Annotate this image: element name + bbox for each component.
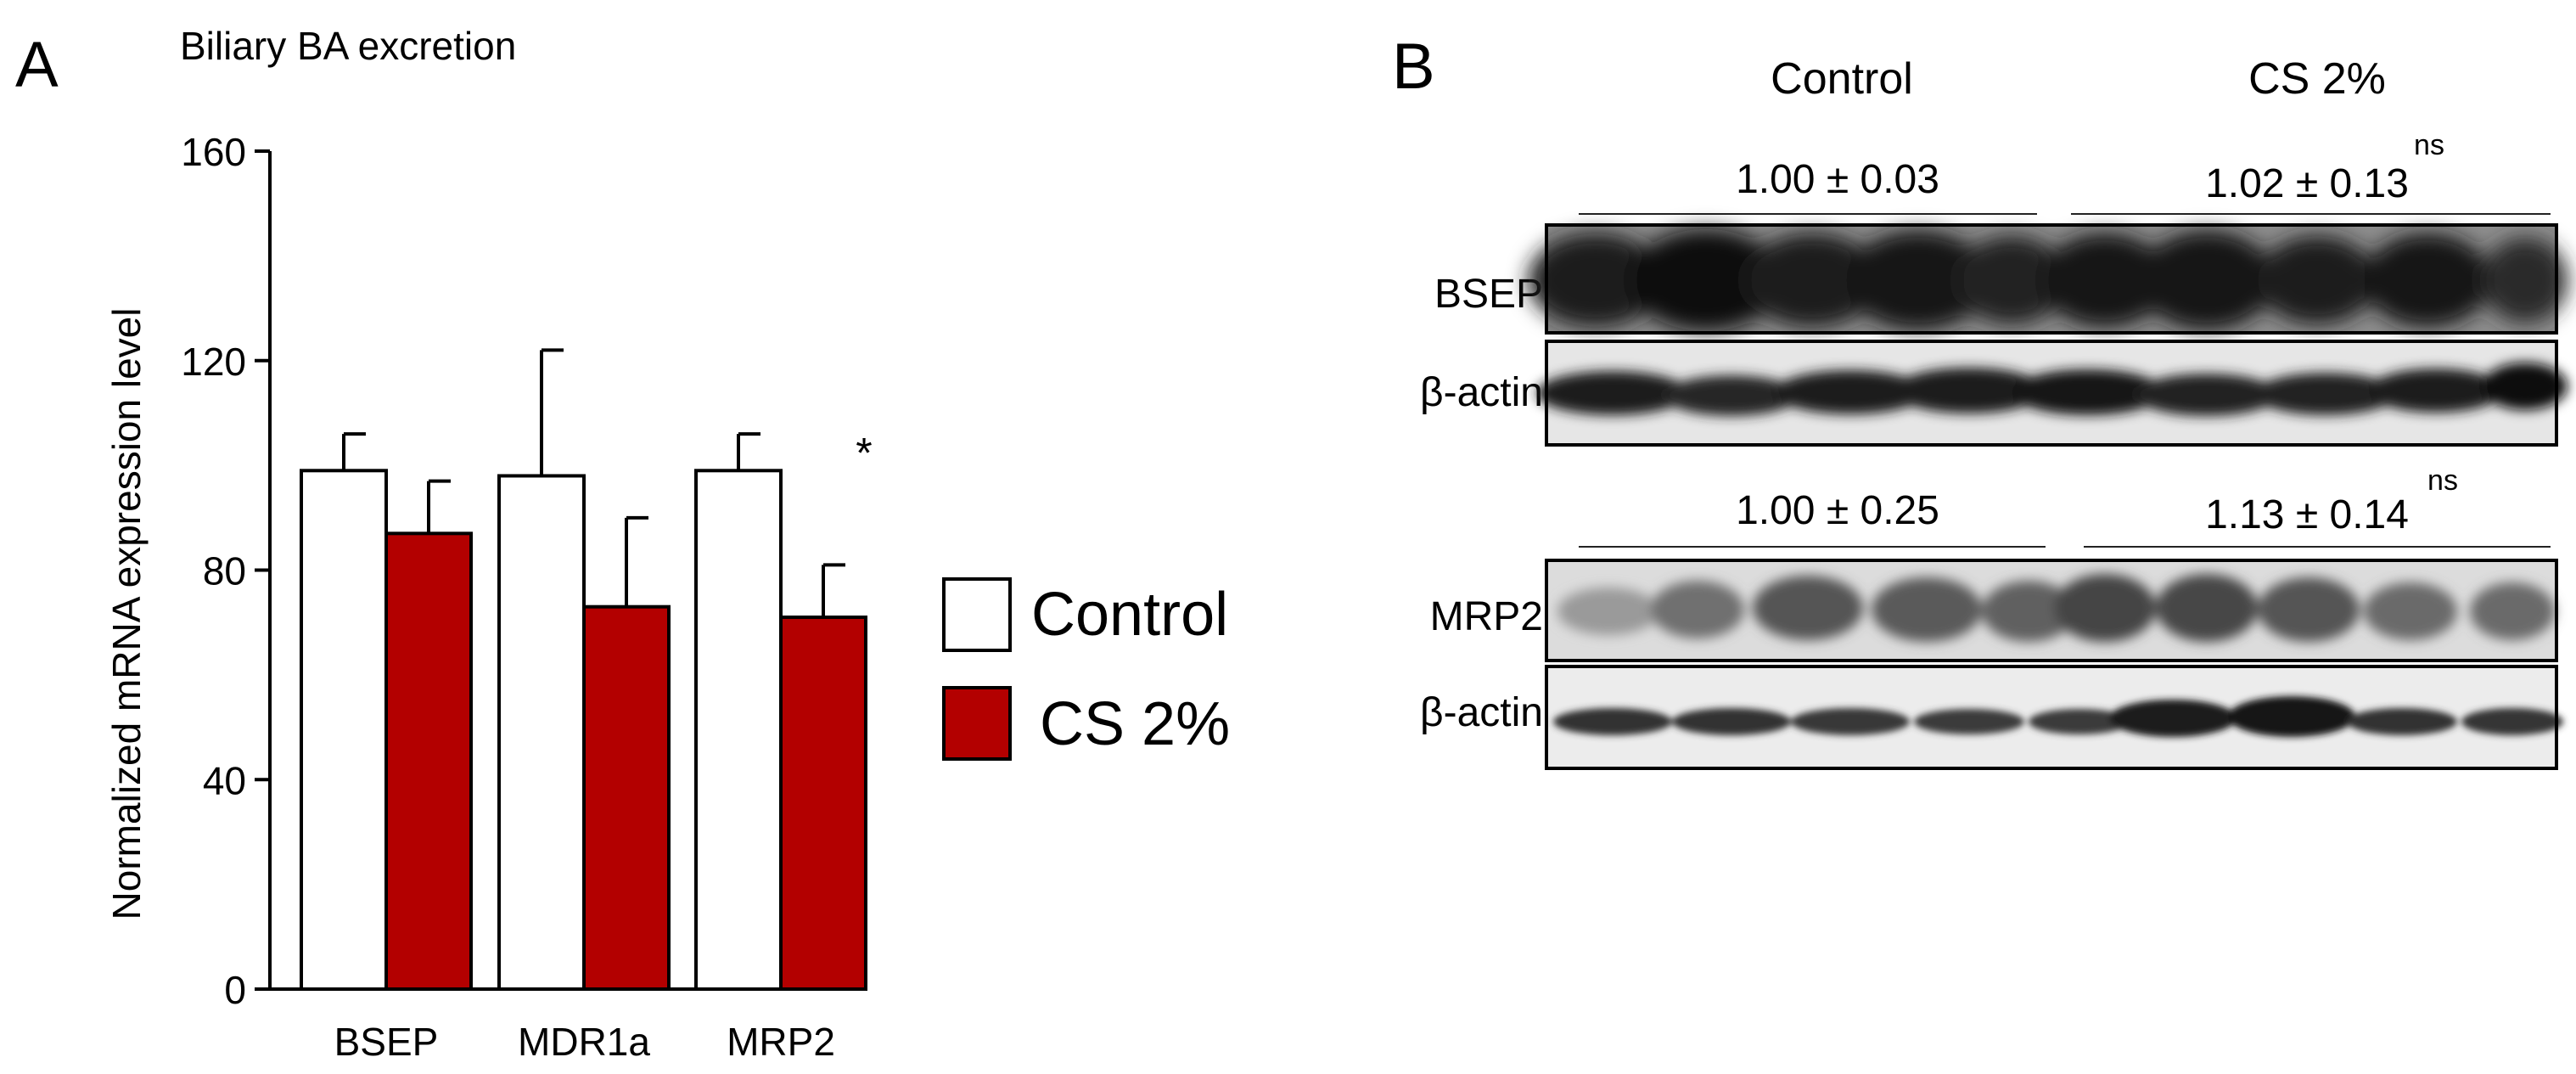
bsep-actin-band bbox=[1774, 370, 1927, 414]
legend-label-control: Control bbox=[1031, 581, 1228, 649]
legend-swatch-cs bbox=[942, 686, 1012, 761]
bar bbox=[779, 616, 867, 991]
significance-asterisk: * bbox=[856, 429, 872, 476]
mrp2-actin-band bbox=[1791, 708, 1910, 735]
mrp2-actin-label: β-actin bbox=[1420, 690, 1543, 735]
y-tick-label: 0 bbox=[224, 968, 246, 1012]
bar bbox=[582, 604, 671, 992]
legend-label-cs: CS 2% bbox=[1040, 690, 1230, 758]
bar bbox=[694, 469, 783, 991]
group-label-cs: CS 2% bbox=[2248, 54, 2386, 104]
legend-swatch-control bbox=[942, 577, 1012, 652]
mrp2-blot-label: MRP2 bbox=[1430, 594, 1543, 639]
bsep-band bbox=[1846, 231, 1990, 329]
y-tick-label: 80 bbox=[203, 549, 246, 593]
bsep-actin-band bbox=[2253, 373, 2398, 415]
mrp2-quant-control: 1.00 ± 0.25 bbox=[1736, 488, 1939, 533]
bsep-blot bbox=[1528, 223, 2568, 335]
bsep-actin-blot bbox=[1536, 340, 2568, 447]
mrp2-actin-band bbox=[2029, 709, 2130, 734]
bsep-actin-label: β-actin bbox=[1420, 370, 1543, 415]
bsep-band bbox=[2041, 233, 2169, 327]
bsep-quant-cs: 1.02 ± 0.13 bbox=[2205, 161, 2409, 206]
bsep-band bbox=[2139, 231, 2275, 329]
bsep-blot-frame bbox=[1545, 223, 2558, 335]
bsep-actin-frame bbox=[1545, 340, 2558, 447]
bsep-band bbox=[2483, 238, 2568, 323]
bsep-band bbox=[1630, 229, 1782, 331]
panel-b: B Control CS 2% 1.00 ± 0.03 1.02 ± 0.13 … bbox=[1392, 31, 2568, 770]
bsep-blot-label: BSEP bbox=[1434, 272, 1543, 317]
mrp2-actin-frame bbox=[1545, 665, 2558, 770]
panel-b-letter: B bbox=[1392, 31, 1435, 103]
bsep-actin-band bbox=[2012, 369, 2164, 415]
legend: Control CS 2% bbox=[942, 577, 1230, 761]
bar bbox=[300, 469, 388, 991]
y-tick-label: 160 bbox=[181, 130, 246, 174]
mrp2-band bbox=[1753, 576, 1863, 640]
bsep-actin-bands bbox=[1536, 363, 2568, 416]
bsep-actin-band bbox=[2135, 374, 2279, 416]
mrp2-actin-band bbox=[2109, 700, 2236, 737]
y-tick-label: 120 bbox=[181, 340, 246, 384]
mrp2-quant-cs: 1.13 ± 0.14 bbox=[2205, 492, 2409, 537]
category-label: MDR1a bbox=[518, 1020, 650, 1064]
group-label-control: Control bbox=[1771, 54, 1913, 104]
mrp2-actin-blot bbox=[1545, 665, 2563, 770]
category-labels: BSEP MDR1a MRP2 bbox=[334, 1020, 835, 1064]
mrp2-ns-label: ns bbox=[2427, 464, 2458, 497]
mrp2-actin-band bbox=[2461, 708, 2563, 735]
category-label: BSEP bbox=[334, 1020, 439, 1064]
bsep-band bbox=[1744, 233, 1880, 327]
bsep-ns-label: ns bbox=[2414, 129, 2444, 161]
mrp2-actin-band bbox=[2228, 696, 2355, 737]
mrp2-band bbox=[2258, 577, 2360, 642]
mrp2-band bbox=[1982, 581, 2075, 642]
mrp2-actin-band bbox=[1914, 709, 2024, 734]
category-label: MRP2 bbox=[727, 1020, 835, 1064]
mrp2-band bbox=[2054, 574, 2156, 642]
bsep-actin-band bbox=[1536, 371, 1689, 415]
bsep-actin-band bbox=[1893, 368, 2046, 413]
mrp2-bands bbox=[1557, 574, 2555, 642]
bsep-quant-control: 1.00 ± 0.03 bbox=[1736, 157, 1939, 202]
mrp2-actin-bands bbox=[1553, 696, 2563, 737]
panel-a-letter: A bbox=[15, 29, 59, 101]
mrp2-actin-band bbox=[1672, 708, 1791, 735]
mrp2-band bbox=[1651, 581, 1744, 638]
mrp2-band bbox=[2156, 574, 2258, 642]
mrp2-band bbox=[2364, 582, 2457, 640]
bsep-actin-band bbox=[2483, 363, 2568, 410]
panel-a-subtitle: Biliary BA excretion bbox=[180, 24, 516, 68]
bsep-band bbox=[1528, 233, 1664, 327]
bsep-bands bbox=[1528, 229, 2568, 331]
bsep-band bbox=[2258, 236, 2377, 324]
y-ticks: 0 40 80 120 160 bbox=[181, 130, 270, 1012]
mrp2-blot bbox=[1545, 559, 2558, 662]
mrp2-actin-band bbox=[1553, 708, 1672, 735]
y-tick-label: 40 bbox=[203, 758, 246, 802]
mrp2-actin-band bbox=[2347, 708, 2457, 735]
bsep-band bbox=[1956, 236, 2067, 324]
bar bbox=[497, 474, 586, 991]
y-axis-title: Normalized mRNA expression level bbox=[104, 308, 149, 920]
bar bbox=[384, 531, 473, 991]
mrp2-band bbox=[1557, 588, 1659, 635]
bsep-band bbox=[2364, 233, 2491, 327]
mrp2-band bbox=[1872, 577, 1982, 642]
bars bbox=[300, 348, 867, 992]
bsep-actin-band bbox=[2368, 368, 2504, 413]
panel-a: A Biliary BA excretion Normalized mRNA e… bbox=[15, 24, 1230, 1064]
mrp2-blot-frame bbox=[1545, 559, 2558, 662]
mrp2-band bbox=[2470, 582, 2555, 640]
bsep-actin-band bbox=[1664, 375, 1799, 416]
